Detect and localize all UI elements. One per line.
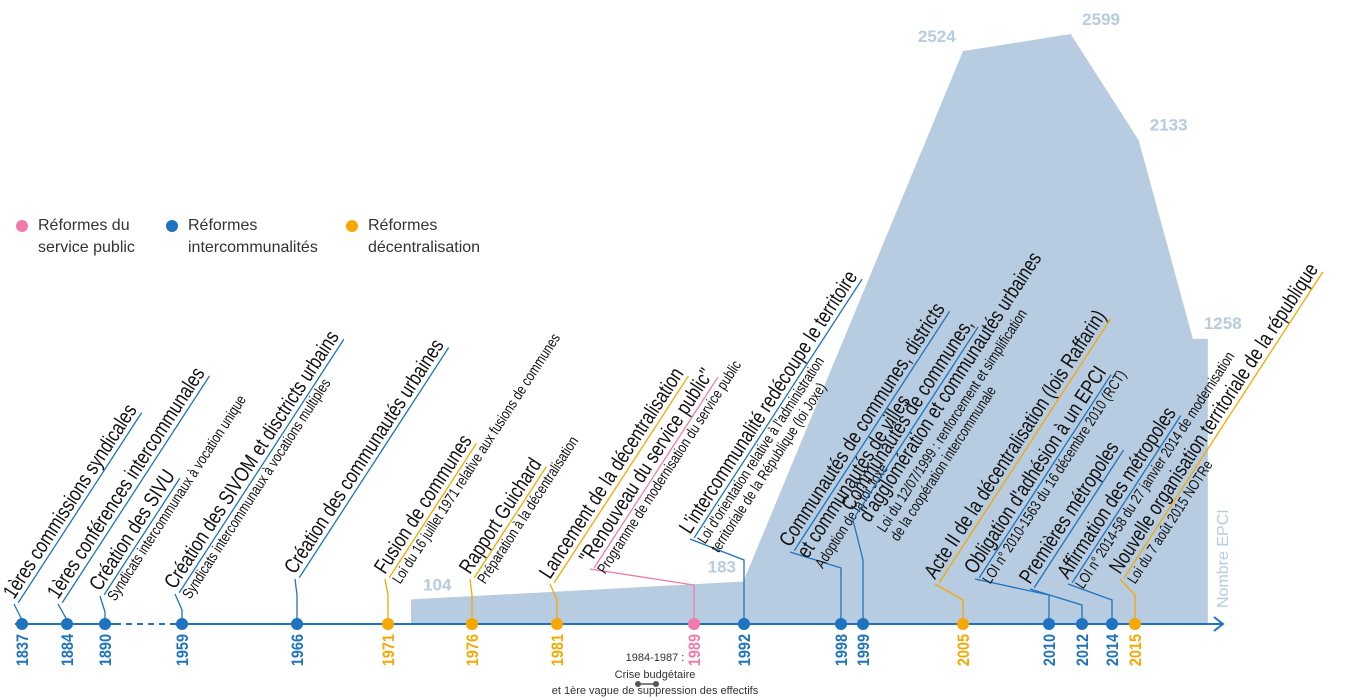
note-dot: [653, 681, 659, 687]
event-dot: [16, 618, 28, 630]
event-dot: [957, 618, 969, 630]
event-underline: [978, 374, 1112, 579]
event-leader: [384, 578, 389, 624]
year-label: 1884: [59, 634, 77, 666]
epci-axis-label: Nombre EPCI: [1215, 509, 1232, 608]
epci-value-label: 2524: [918, 27, 956, 46]
event-underline: [1033, 449, 1125, 589]
event-underline: [298, 347, 450, 579]
event-leader: [789, 551, 842, 624]
event-subtitle: Syndicats intercommunaux à vocations mul…: [179, 375, 334, 601]
year-label: 1989: [686, 634, 704, 666]
year-label: 1998: [833, 634, 851, 666]
year-label: 2014: [1104, 634, 1122, 666]
year-label: 2010: [1041, 634, 1059, 666]
event-leader: [589, 568, 695, 624]
event-underline: [388, 442, 478, 579]
event-leader: [851, 515, 864, 624]
event-dot: [382, 618, 394, 630]
event-dot: [738, 618, 750, 630]
year-label: 2012: [1074, 634, 1092, 666]
event-underline: [61, 375, 211, 604]
year-label: 1976: [464, 634, 482, 666]
event-dot: [1043, 618, 1055, 630]
note-dot: [635, 681, 641, 687]
event-dot: [466, 618, 478, 630]
epci-value-label: 2599: [1082, 10, 1120, 29]
event-leader: [469, 578, 473, 624]
event-underline: [593, 376, 719, 569]
legend-label: intercommunalités: [188, 239, 318, 256]
event-leader: [934, 583, 964, 624]
event-leader: [1067, 583, 1113, 624]
event-underline: [693, 278, 863, 539]
event-dot: [1106, 618, 1118, 630]
year-label: 1890: [97, 634, 115, 666]
event-underline: [938, 318, 1112, 584]
legend-label: Réformes: [368, 217, 437, 234]
legend-dot: [16, 220, 28, 232]
legend-label: décentralisation: [368, 239, 480, 256]
year-label: 2005: [955, 634, 973, 666]
event-dot: [1076, 618, 1088, 630]
legend-label: Réformes du: [38, 217, 130, 234]
epci-value-label: 183: [708, 558, 736, 577]
year-label: 1971: [380, 634, 398, 666]
year-label: 1992: [736, 634, 754, 666]
event-leader: [1119, 578, 1136, 624]
legend-label: service public: [38, 239, 135, 256]
event-dot: [176, 618, 188, 630]
legend-dot: [166, 220, 178, 232]
event-dot: [61, 618, 73, 630]
year-label: 1837: [14, 634, 32, 666]
event-underline: [1071, 415, 1182, 584]
year-label: 1966: [289, 634, 307, 666]
year-label: 2015: [1127, 634, 1145, 666]
event-underline: [1123, 271, 1324, 579]
legend-dot: [346, 220, 358, 232]
event-dot: [99, 618, 111, 630]
event-underline: [17, 412, 143, 604]
event-leader: [1029, 588, 1083, 624]
event-dot: [835, 618, 847, 630]
note-line: et 1ère vague de suppression des effecti…: [552, 685, 759, 697]
event-underline: [103, 477, 181, 596]
legend-label: Réformes: [188, 217, 257, 234]
event-leader: [689, 538, 745, 624]
year-label: 1999: [855, 634, 873, 666]
event-leader: [549, 583, 558, 624]
event-dot: [291, 618, 303, 630]
epci-value-label: 104: [423, 575, 452, 594]
event-dot: [688, 618, 700, 630]
epci-value-label: 1258: [1204, 314, 1242, 333]
event-dot: [857, 618, 869, 630]
event-leader: [294, 578, 298, 624]
event-underline: [473, 466, 547, 579]
epci-line: [411, 33, 1193, 602]
event-underline: [178, 338, 345, 594]
note-line: Crise budgétaire: [615, 669, 696, 681]
event-dot: [551, 618, 563, 630]
epci-value-label: 2133: [1150, 116, 1188, 135]
axis-arrow: [1213, 616, 1225, 632]
year-label: 1981: [549, 634, 567, 666]
year-label: 1959: [174, 634, 192, 666]
event-underline: [553, 375, 689, 584]
event-underline: [793, 310, 951, 552]
note-line: 1984-1987 :: [626, 652, 685, 664]
event-dot: [1129, 618, 1141, 630]
event-underline: [855, 326, 979, 516]
